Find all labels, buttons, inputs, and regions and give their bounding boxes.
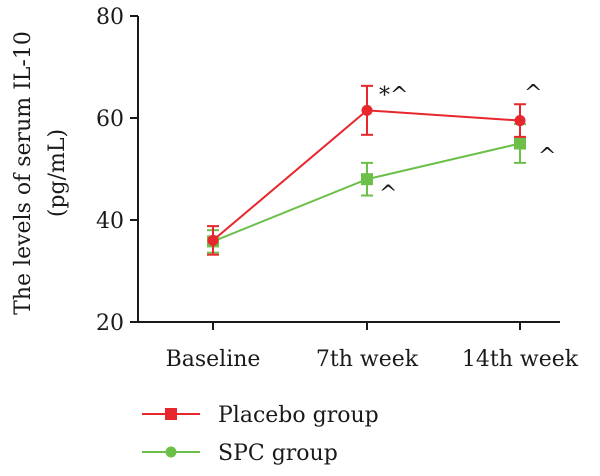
- legend-item-0: Placebo group: [142, 403, 379, 428]
- significance-annotation: *^: [379, 83, 408, 108]
- series-layer: ^^*^ ^: [207, 82, 556, 256]
- y-axis-title-line2: (pg/mL): [45, 129, 70, 217]
- legend-label: SPC group: [218, 441, 338, 466]
- legend: Placebo group SPC group: [142, 403, 379, 466]
- axes: 20 40 60 80 Baseline 7th week 14th week The lev…: [11, 5, 579, 372]
- data-point: [514, 115, 526, 127]
- legend-marker: [165, 446, 177, 458]
- legend-item-1: SPC group: [142, 441, 338, 466]
- significance-annotation: ^: [538, 145, 556, 170]
- x-tick-label: 14th week: [462, 347, 579, 372]
- x-tick-label: 7th week: [316, 347, 419, 372]
- x-tick-label: Baseline: [166, 347, 261, 372]
- series-0: *^ ^: [207, 82, 542, 256]
- legend-marker: [165, 408, 177, 420]
- significance-annotation: ^: [524, 82, 542, 107]
- data-point: [207, 234, 219, 246]
- y-axis-title-line1: The levels of serum IL-10: [11, 31, 36, 315]
- legend-label: Placebo group: [218, 403, 379, 428]
- data-point: [361, 104, 373, 116]
- y-tick-label: 20: [96, 311, 124, 336]
- data-point: [514, 137, 526, 150]
- series-1: ^^: [207, 123, 556, 254]
- significance-annotation: ^: [379, 182, 397, 207]
- data-point: [361, 173, 373, 186]
- y-tick-label: 60: [96, 107, 124, 132]
- y-tick-label: 80: [96, 5, 124, 30]
- y-tick-label: 40: [96, 209, 124, 234]
